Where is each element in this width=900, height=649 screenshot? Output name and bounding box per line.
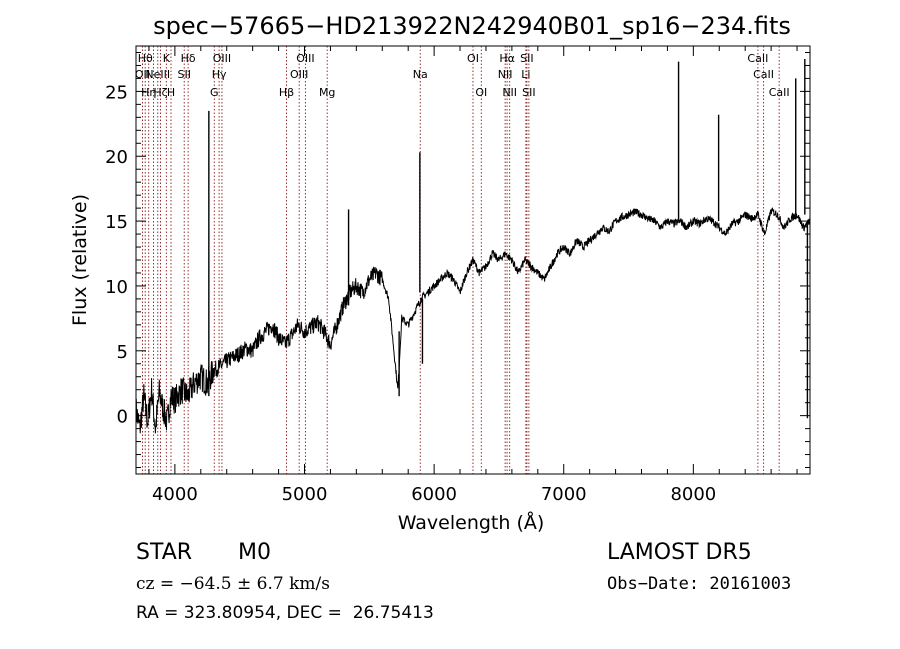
spectrum-layer <box>135 58 811 434</box>
line-marker-label-8: SII <box>177 68 190 81</box>
line-marker-label-11: Hγ <box>212 68 227 81</box>
y-tick-label-3: 15 <box>105 212 128 233</box>
line-marker-label-0: OII <box>135 68 150 81</box>
y-tick-label-1: 5 <box>117 342 128 363</box>
line-marker-label-27: CaII <box>753 68 774 81</box>
line-marker-label-12: OIII <box>213 52 231 65</box>
line-marker-label-4: NeIII <box>145 68 170 81</box>
line-marker-label-20: NII <box>498 68 513 81</box>
x-tick-label-0: 4000 <box>152 484 198 505</box>
coordinates: RA = 323.80954, DEC = 26.75413 <box>136 603 434 623</box>
x-tick-label-4: 8000 <box>670 484 716 505</box>
line-marker-label-13: Hβ <box>279 86 294 99</box>
spectrum-line <box>135 207 811 434</box>
line-marker-label-5: Hζ <box>153 86 167 99</box>
line-marker-label-23: Li <box>521 68 530 81</box>
object-subclass: M0 <box>238 540 271 565</box>
line-marker-label-2: Hη <box>141 86 156 99</box>
axis-ticks: 4000 5000 6000 7000 8000 0 5 10 15 20 25 <box>105 46 810 505</box>
y-tick-label-5: 25 <box>105 82 128 103</box>
line-marker-label-18: OI <box>467 52 479 65</box>
line-marker-label-7: H <box>167 86 175 99</box>
y-tick-label-0: 0 <box>117 407 128 428</box>
x-axis-label: Wavelength (Å) <box>398 511 545 534</box>
line-marker-label-17: Na <box>413 68 428 81</box>
redshift-velocity: cz = −64.5 ± 6.7 km/s <box>136 574 330 594</box>
line-marker-label-26: CaII <box>747 52 768 65</box>
line-marker-labels: OIIHθHηNeIIIHζKHSIIHδGHγOIIIHβOIIIOIIIMg… <box>135 52 790 99</box>
line-marker-lines <box>142 46 780 474</box>
x-tick-label-1: 5000 <box>282 484 328 505</box>
line-marker-label-25: SII <box>522 86 535 99</box>
line-marker-label-21: Hα <box>499 52 515 65</box>
chart-title: spec−57665−HD213922N242940B01_sp16−234.f… <box>153 12 791 40</box>
x-tick-label-3: 7000 <box>541 484 587 505</box>
line-marker-label-24: SII <box>520 52 533 65</box>
line-marker-label-22: NII <box>502 86 517 99</box>
line-marker-label-19: OI <box>475 86 487 99</box>
line-marker-label-28: CaII <box>769 86 790 99</box>
line-marker-label-6: K <box>163 52 171 65</box>
y-tick-label-4: 20 <box>105 147 128 168</box>
line-marker-label-15: OIII <box>296 52 314 65</box>
line-marker-label-9: Hδ <box>181 52 196 65</box>
line-marker-label-14: OIII <box>290 68 308 81</box>
y-tick-label-2: 10 <box>105 277 128 298</box>
y-axis-label: Flux (relative) <box>69 194 91 326</box>
survey-name: LAMOST DR5 <box>607 540 752 565</box>
line-marker-label-16: Mg <box>319 86 335 99</box>
observation-date: Obs−Date: 20161003 <box>607 574 792 594</box>
x-tick-label-2: 6000 <box>411 484 457 505</box>
object-class: STAR <box>136 540 193 565</box>
line-marker-label-10: G <box>210 86 219 99</box>
line-marker-label-1: Hθ <box>138 52 153 65</box>
